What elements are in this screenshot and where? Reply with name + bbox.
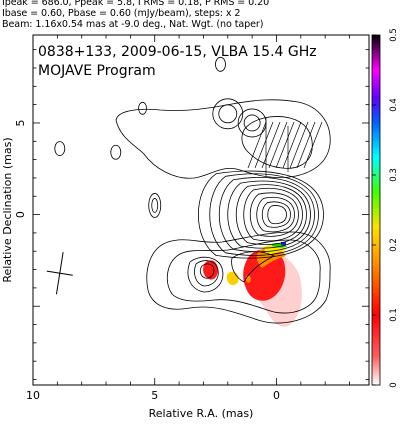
evpa-tick	[289, 121, 309, 169]
core-contour	[267, 205, 287, 225]
y-axis-label: Relative Declination (mas)	[1, 137, 14, 282]
west-blob-contour	[148, 193, 162, 218]
pol-knot-yellow	[226, 271, 239, 285]
pol-knot-red	[203, 260, 218, 280]
chart-title: 0838+133, 2009-06-15, VLBA 15.4 GHz	[38, 44, 317, 60]
isolated-blob-contour	[54, 141, 66, 157]
colorbar-tick-label: 0.5	[389, 28, 399, 42]
header-line-1: Ipeak = 686.0, Ppeak = 5.8, I RMS = 0.18…	[2, 0, 270, 8]
north-lobe-ring-2-inner	[243, 114, 261, 132]
colorbar-tick-label: 0.4	[389, 98, 399, 112]
y-tick-label: 5	[14, 119, 27, 126]
pol-core-blue	[281, 242, 286, 245]
polarization-overlay	[203, 242, 302, 327]
core-contour	[198, 170, 324, 259]
knot-contour-2	[194, 260, 219, 287]
colorbar	[371, 34, 381, 386]
core-contour	[235, 184, 307, 245]
core-contour	[227, 180, 311, 249]
evpa-tick	[261, 121, 281, 169]
outer-jet-contour	[146, 231, 331, 324]
x-axis-label: Relative R.A. (mas)	[149, 407, 254, 420]
header-line-2: Ibase = 0.60, Pbase = 0.60 (mJy/beam), s…	[2, 8, 241, 19]
north-lobe-contour-2	[241, 116, 313, 169]
plot-frame	[32, 34, 370, 386]
header-line-3: Beam: 1.16x0.54 mas at -9.0 deg., Nat. W…	[2, 19, 264, 30]
colorbar-tick-label: 0	[389, 382, 399, 387]
north-lobe-knot	[138, 101, 147, 115]
y-tick-label: 0	[14, 211, 27, 218]
chart-subtitle: MOJAVE Program	[38, 63, 156, 79]
evpa-tick	[275, 121, 295, 169]
colorbar-tick-label: 0.3	[389, 168, 399, 182]
west-blob-contour-inner	[151, 198, 159, 213]
core-contour	[209, 173, 319, 256]
knot-contour-3	[199, 263, 215, 279]
evpa-tick	[282, 121, 302, 169]
jet-contour-2	[166, 239, 321, 314]
pol-core-red	[243, 249, 286, 301]
north-lobe-ring	[212, 98, 244, 130]
x-tick-label: 5	[151, 389, 158, 402]
north-lobe-ring-inner	[218, 104, 238, 124]
core-contour	[256, 196, 295, 233]
beam-minor-axis	[46, 270, 73, 276]
isolated-blob-contour	[110, 144, 122, 160]
colorbar-tick-label: 0.2	[389, 238, 399, 252]
core-contour	[218, 177, 315, 253]
core-contour	[249, 192, 299, 237]
evpa-tick	[296, 121, 316, 169]
core-contour	[261, 201, 291, 228]
x-tick-label: 10	[26, 389, 40, 402]
evpa-tick	[268, 121, 288, 169]
jet-bridge-contour	[231, 251, 275, 283]
x-tick-label: 0	[273, 389, 280, 402]
core-contour	[243, 187, 303, 242]
evpa-ticks	[247, 118, 323, 176]
evpa-tick	[254, 121, 274, 169]
colorbar-tick-label: 0.1	[389, 308, 399, 322]
knot-contour-1	[187, 256, 224, 293]
evpa-tick	[247, 121, 267, 169]
evpa-tick	[303, 121, 323, 169]
north-lobe-outer	[115, 99, 331, 179]
isolated-blob-contour	[215, 56, 226, 72]
